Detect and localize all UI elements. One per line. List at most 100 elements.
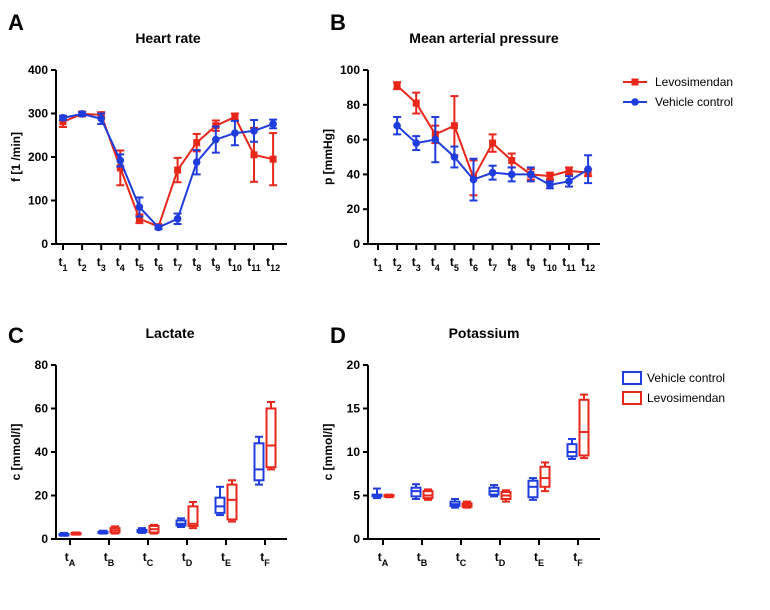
box xyxy=(265,407,277,469)
series-levosimendan xyxy=(70,400,277,536)
x-tick-label: tC xyxy=(143,550,154,568)
data-point xyxy=(507,170,516,179)
x-tick-label: t11 xyxy=(562,255,576,273)
y-axis-label: c [mmol/l] xyxy=(9,424,23,481)
legend: Vehicle control Levosimendan xyxy=(622,371,725,405)
data-point xyxy=(173,214,182,223)
panel-title: Mean arterial pressure xyxy=(409,30,559,46)
x-tick-label: tD xyxy=(495,550,506,568)
data-point xyxy=(174,166,182,174)
panel-title: Potassium xyxy=(449,325,520,341)
legend-marker xyxy=(631,78,639,86)
legend: Levosimendan Vehicle control xyxy=(623,75,733,109)
data-point xyxy=(584,165,592,173)
x-tick-label: tD xyxy=(182,550,193,568)
legend-label: Vehicle control xyxy=(647,371,725,385)
x-tick-label: t5 xyxy=(135,255,144,273)
y-tick-label: 80 xyxy=(35,358,49,372)
x-tick-label: tA xyxy=(378,550,389,568)
data-point xyxy=(135,203,144,211)
x-tick-label: tE xyxy=(221,550,231,568)
data-point xyxy=(269,120,277,128)
legend-marker xyxy=(631,98,639,106)
data-point xyxy=(527,170,535,179)
x-tick-label: tF xyxy=(260,550,270,568)
box xyxy=(226,483,238,521)
x-tick-label: tC xyxy=(456,550,467,568)
y-tick-label: 40 xyxy=(347,167,361,181)
y-tick-label: 60 xyxy=(347,133,361,147)
data-point xyxy=(412,139,421,147)
data-point xyxy=(431,135,440,144)
x-tick-label: t5 xyxy=(450,255,459,273)
y-tick-label: 20 xyxy=(35,489,49,503)
x-tick-label: t9 xyxy=(526,255,535,273)
panel-title: Lactate xyxy=(145,325,194,341)
data-point xyxy=(565,177,573,186)
panel-title: Heart rate xyxy=(135,30,201,46)
x-tick-label: t7 xyxy=(488,255,497,273)
data-point xyxy=(546,181,554,189)
legend-box xyxy=(622,391,642,405)
series-vehicle-control xyxy=(371,437,578,509)
box xyxy=(253,442,265,482)
panel-letter: C xyxy=(8,323,24,348)
x-tick-label: t12 xyxy=(266,255,280,273)
data-point xyxy=(116,156,125,165)
data-point xyxy=(192,158,201,167)
x-tick-label: t9 xyxy=(211,255,220,273)
panel-letter: A xyxy=(8,10,24,35)
data-point xyxy=(193,139,201,147)
data-point xyxy=(250,127,258,135)
x-tick-label: tB xyxy=(104,550,115,568)
x-tick-label: t11 xyxy=(247,255,261,273)
x-tick-label: tE xyxy=(534,550,544,568)
x-tick-label: t2 xyxy=(393,255,402,273)
legend-label: Levosimendan xyxy=(647,391,725,405)
x-tick-label: t1 xyxy=(58,255,67,273)
y-tick-label: 5 xyxy=(353,489,360,503)
y-tick-label: 40 xyxy=(35,445,49,459)
x-tick-label: t3 xyxy=(412,255,421,273)
y-tick-label: 15 xyxy=(347,402,361,416)
x-tick-label: t12 xyxy=(581,255,595,273)
data-point xyxy=(59,114,67,122)
series-line xyxy=(396,84,589,181)
data-point xyxy=(412,99,420,107)
series-vehicle-control xyxy=(59,110,278,232)
legend-box xyxy=(622,371,642,385)
y-tick-label: 100 xyxy=(340,63,360,77)
box xyxy=(539,465,551,488)
y-tick-label: 20 xyxy=(347,202,361,216)
y-tick-label: 100 xyxy=(28,194,48,208)
x-tick-label: t10 xyxy=(228,255,242,273)
x-tick-label: t4 xyxy=(431,255,440,273)
y-tick-label: 400 xyxy=(28,63,48,77)
data-point xyxy=(269,155,277,163)
series-vehicle-control xyxy=(393,115,593,202)
data-point xyxy=(469,175,478,184)
data-point xyxy=(231,129,239,137)
data-point xyxy=(393,82,401,90)
x-tick-label: t10 xyxy=(543,255,557,273)
box xyxy=(566,443,578,458)
y-axis-label: f [1 /min] xyxy=(9,132,23,182)
data-point xyxy=(154,223,163,232)
data-point xyxy=(489,139,497,147)
x-tick-label: tA xyxy=(65,550,76,568)
x-tick-label: t2 xyxy=(78,255,87,273)
box xyxy=(578,398,590,457)
x-tick-label: t7 xyxy=(173,255,182,273)
y-tick-label: 10 xyxy=(347,445,361,459)
y-tick-label: 0 xyxy=(41,237,48,251)
data-point xyxy=(450,122,458,130)
series-line xyxy=(62,112,274,228)
y-tick-label: 0 xyxy=(353,237,360,251)
x-tick-label: t4 xyxy=(116,255,125,273)
box xyxy=(187,505,199,527)
y-tick-label: 0 xyxy=(353,532,360,546)
y-tick-label: 80 xyxy=(347,98,361,112)
y-tick-label: 20 xyxy=(347,358,361,372)
x-tick-label: tF xyxy=(573,550,583,568)
data-point xyxy=(546,172,554,180)
